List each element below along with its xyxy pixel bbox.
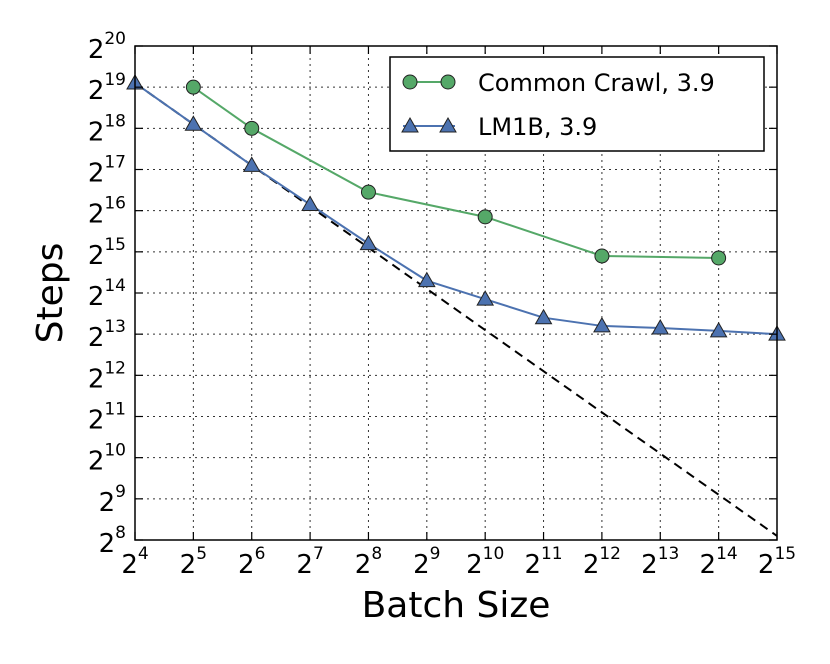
reference-line	[134, 82, 778, 537]
data-point-lm1b	[593, 316, 611, 333]
x-tick-label: 211	[524, 544, 562, 580]
y-tick-label: 218	[88, 111, 126, 147]
series-line-common-crawl	[192, 86, 719, 260]
y-tick-label: 217	[88, 153, 126, 189]
y-tick-label: 214	[88, 276, 126, 312]
y-axis-ticks: 28 29 210 211 212 213 214 215 216 217 218 219 220	[88, 29, 777, 559]
legend-marker-lm1b	[401, 116, 419, 133]
series-layer	[126, 74, 786, 341]
x-tick-label: 214	[700, 544, 738, 580]
data-point-common-crawl	[711, 250, 727, 266]
data-point-lm1b	[359, 234, 378, 251]
data-point-lm1b	[709, 321, 728, 338]
legend-box	[389, 56, 765, 152]
y-tick-label: 216	[88, 194, 126, 230]
data-point-lm1b	[534, 308, 553, 325]
data-point-lm1b	[476, 290, 495, 306]
reference-line-layer	[134, 82, 778, 537]
x-tick-label: 27	[296, 544, 323, 580]
y-tick-label: 219	[88, 70, 126, 106]
y-tick-label: 215	[88, 235, 126, 271]
x-tick-label: 215	[758, 544, 796, 580]
data-point-common-crawl	[185, 79, 201, 95]
legend-marker-common-crawl	[402, 74, 418, 90]
x-axis-ticks: 24 25 26 27 28 29 210 211 212 213 214 215	[121, 46, 796, 580]
y-tick-label: 211	[88, 400, 126, 436]
legend-label-common-crawl: Common Crawl, 3.9	[478, 69, 715, 97]
legend: Common Crawl, 3.9 LM1B, 3.9	[389, 56, 765, 152]
x-tick-label: 24	[121, 544, 148, 580]
data-point-common-crawl	[244, 120, 260, 136]
y-tick-label: 210	[88, 441, 126, 477]
data-point-lm1b	[417, 271, 436, 288]
y-tick-label: 29	[99, 482, 126, 518]
data-point-common-crawl	[360, 184, 376, 200]
x-tick-label: 26	[238, 544, 265, 580]
legend-marker-lm1b	[439, 116, 457, 133]
x-tick-label: 210	[466, 544, 504, 580]
x-tick-label: 25	[180, 544, 207, 580]
y-tick-label: 212	[88, 358, 126, 394]
x-tick-label: 28	[355, 544, 382, 580]
x-tick-label: 29	[413, 544, 440, 580]
data-point-lm1b	[242, 156, 261, 172]
data-point-lm1b	[301, 195, 319, 211]
x-axis-label: Batch Size	[362, 585, 551, 626]
data-point-common-crawl	[477, 209, 493, 225]
x-tick-label: 213	[641, 544, 679, 580]
y-tick-label: 220	[88, 29, 126, 65]
y-axis-label: Steps	[30, 243, 71, 344]
data-point-common-crawl	[594, 248, 610, 264]
legend-marker-common-crawl	[440, 74, 456, 90]
y-tick-label: 28	[99, 523, 126, 559]
y-tick-label: 213	[88, 317, 126, 353]
x-tick-label: 212	[583, 544, 621, 580]
legend-label-lm1b: LM1B, 3.9	[478, 113, 597, 141]
data-point-lm1b	[651, 318, 670, 335]
data-point-lm1b	[184, 115, 203, 131]
series-line-lm1b	[134, 82, 778, 336]
